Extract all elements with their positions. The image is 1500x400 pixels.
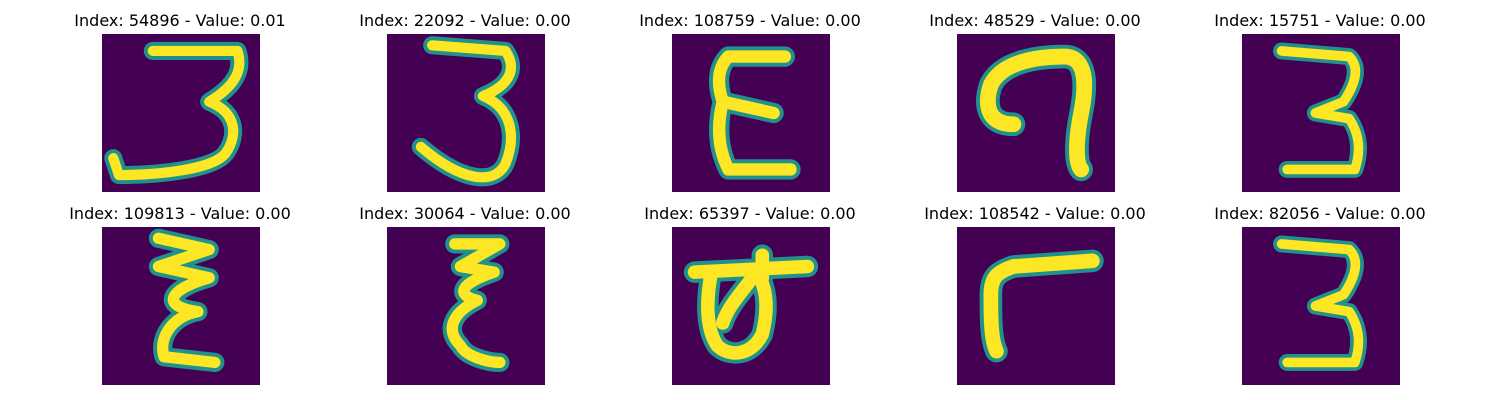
panel: Index: 65397 - Value: 0.00: [610, 205, 890, 395]
panel: Index: 48529 - Value: 0.00: [895, 12, 1175, 202]
digit-image: [387, 34, 545, 192]
panel: Index: 30064 - Value: 0.00: [325, 205, 605, 395]
digit-image: [957, 34, 1115, 192]
panel-title: Index: 22092 - Value: 0.00: [359, 11, 571, 30]
digit-image: [102, 227, 260, 385]
panel-title: Index: 54896 - Value: 0.01: [74, 11, 286, 30]
panel: Index: 54896 - Value: 0.01: [40, 12, 320, 202]
panel-title: Index: 108542 - Value: 0.00: [924, 204, 1146, 223]
panel-title: Index: 15751 - Value: 0.00: [1214, 11, 1426, 30]
panel: Index: 109813 - Value: 0.00: [40, 205, 320, 395]
digit-image: [102, 34, 260, 192]
panel-title: Index: 109813 - Value: 0.00: [69, 204, 291, 223]
panel: Index: 108759 - Value: 0.00: [610, 12, 890, 202]
digit-image: [1242, 34, 1400, 192]
digit-image: [672, 227, 830, 385]
panel-title: Index: 65397 - Value: 0.00: [644, 204, 856, 223]
panel: Index: 15751 - Value: 0.00: [1180, 12, 1460, 202]
panel-title: Index: 108759 - Value: 0.00: [639, 11, 861, 30]
panel-title: Index: 82056 - Value: 0.00: [1214, 204, 1426, 223]
panel: Index: 108542 - Value: 0.00: [895, 205, 1175, 395]
digit-image: [1242, 227, 1400, 385]
digit-image: [672, 34, 830, 192]
panel-title: Index: 48529 - Value: 0.00: [929, 11, 1141, 30]
panel: Index: 82056 - Value: 0.00: [1180, 205, 1460, 395]
panel: Index: 22092 - Value: 0.00: [325, 12, 605, 202]
panel-title: Index: 30064 - Value: 0.00: [359, 204, 571, 223]
digit-image: [957, 227, 1115, 385]
digit-image: [387, 227, 545, 385]
